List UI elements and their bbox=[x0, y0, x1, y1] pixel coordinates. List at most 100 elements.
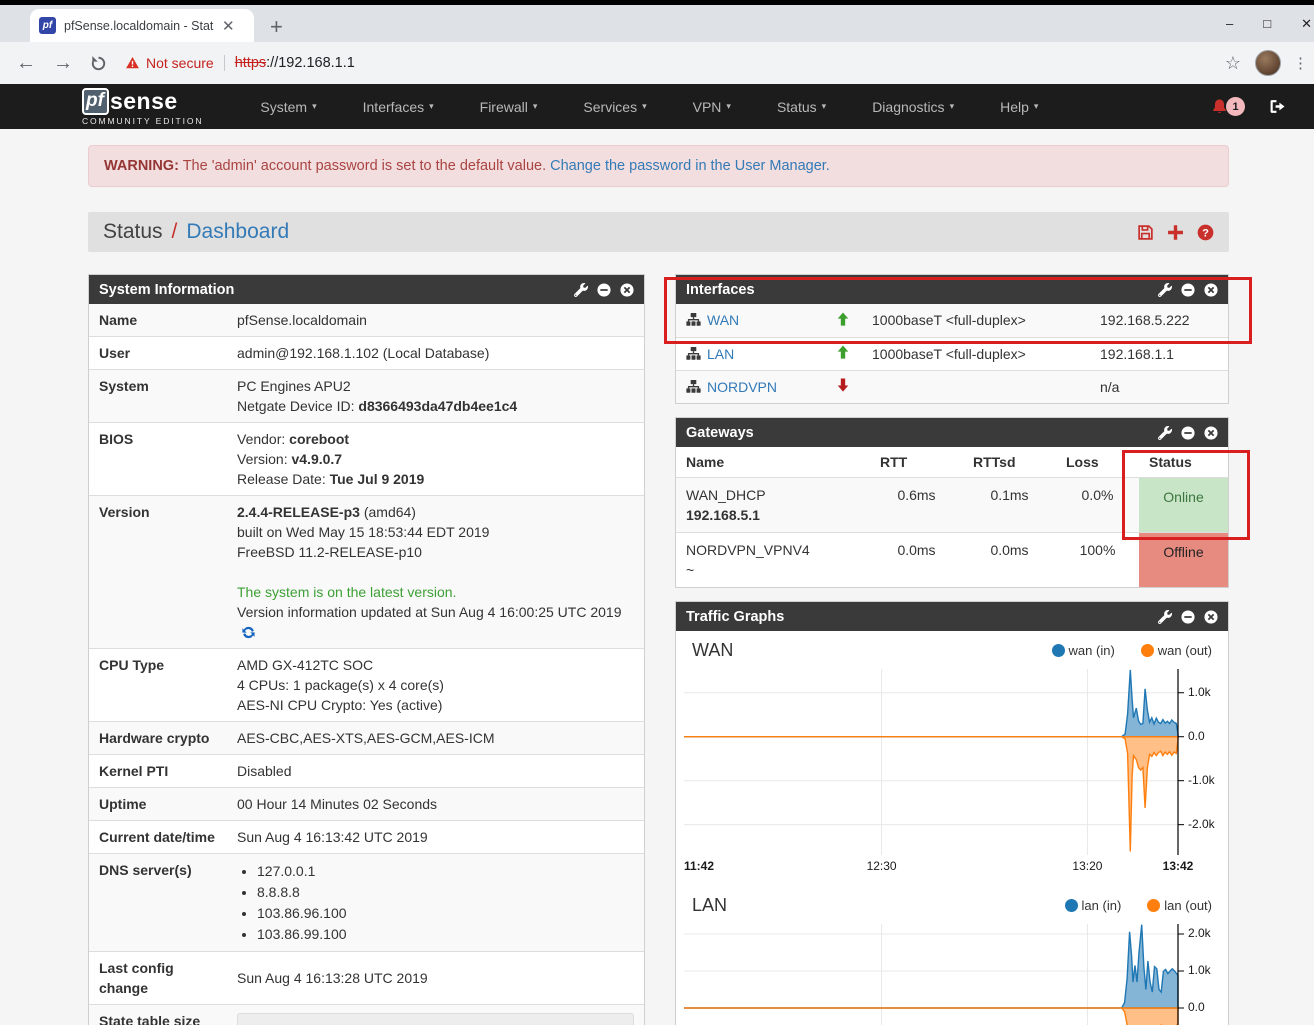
sysinfo-line: Sun Aug 4 16:13:28 UTC 2019 bbox=[237, 968, 634, 988]
sysinfo-label: CPU Type bbox=[99, 657, 165, 673]
sysinfo-label: Name bbox=[99, 312, 138, 328]
interface-link-nordvpn[interactable]: NORDVPN bbox=[707, 378, 778, 395]
wrench-icon[interactable] bbox=[1158, 282, 1172, 297]
breadcrumb-divider: / bbox=[171, 220, 178, 243]
interface-name-cell: WAN bbox=[676, 304, 826, 337]
address-bar[interactable]: Not secure https://192.168.1.1 bbox=[121, 49, 1211, 77]
dns-server-item: 103.86.96.100 bbox=[257, 903, 634, 923]
y-axis-label: 0.0 bbox=[1188, 728, 1205, 743]
x-axis-label: 13:42 bbox=[1162, 859, 1194, 873]
profile-avatar[interactable] bbox=[1255, 50, 1281, 76]
sysinfo-value: AES-CBC,AES-XTS,AES-GCM,AES-ICM bbox=[227, 722, 644, 755]
close-panel-icon[interactable] bbox=[1204, 609, 1218, 624]
gateway-loss-cell: 0.0% bbox=[1081, 487, 1114, 503]
y-axis-label: 0.0 bbox=[1188, 1000, 1205, 1014]
arrow-up-icon bbox=[836, 312, 850, 329]
sysinfo-label: Hardware crypto bbox=[99, 730, 210, 746]
sysinfo-value: 2.4.4-RELEASE-p3 (amd64) built on Wed May… bbox=[227, 496, 644, 649]
sysinfo-bold-text: 2.4.4-RELEASE-p3 bbox=[237, 504, 360, 520]
dns-server-list: 127.0.0.18.8.8.8103.86.96.100103.86.99.1… bbox=[257, 861, 634, 944]
url-text[interactable]: https://192.168.1.1 bbox=[235, 55, 355, 71]
minimize-button[interactable]: – bbox=[1226, 16, 1234, 31]
sysinfo-text: The system is on the latest version. bbox=[237, 584, 457, 600]
close-button[interactable]: ✕ bbox=[1301, 16, 1312, 31]
save-layout-icon[interactable] bbox=[1137, 224, 1154, 241]
panel-title: Interfaces bbox=[686, 281, 755, 298]
x-axis-label: 11:42 bbox=[684, 859, 715, 873]
minimize-panel-icon[interactable] bbox=[597, 282, 611, 297]
nav-item-interfaces[interactable]: Interfaces ▾ bbox=[340, 84, 457, 129]
password-warning-alert: WARNING: The 'admin' account password is… bbox=[88, 145, 1229, 187]
minimize-panel-icon[interactable] bbox=[1181, 282, 1195, 297]
forward-icon[interactable]: → bbox=[53, 52, 73, 74]
breadcrumb: Status / Dashboard ? bbox=[88, 212, 1229, 252]
arrow-down-icon bbox=[836, 378, 850, 395]
sysinfo-label: System bbox=[99, 378, 149, 394]
chevron-down-icon: ▾ bbox=[642, 101, 647, 111]
gateway-name-cell: NORDVPN_VPNV4 ~ bbox=[676, 533, 870, 588]
new-tab-button[interactable]: + bbox=[270, 14, 283, 39]
chevron-down-icon: ▾ bbox=[532, 101, 538, 111]
nav-item-system[interactable]: System ▾ bbox=[237, 84, 339, 129]
refresh-icon[interactable] bbox=[237, 624, 256, 640]
nav-item-firewall[interactable]: Firewall ▾ bbox=[457, 84, 561, 129]
interface-link-lan[interactable]: LAN bbox=[707, 345, 735, 362]
tab-title: pfSense.localdomain - Stat bbox=[64, 18, 214, 33]
not-secure-label[interactable]: Not secure bbox=[146, 55, 214, 71]
bookmark-star-icon[interactable]: ☆ bbox=[1224, 52, 1241, 73]
add-widget-icon[interactable] bbox=[1167, 224, 1184, 241]
nav-item-label: System bbox=[260, 98, 308, 115]
sysinfo-row: Name pfSense.localdomain bbox=[89, 304, 644, 337]
back-icon[interactable]: ← bbox=[16, 52, 36, 74]
notifications-button[interactable]: 1 bbox=[1211, 97, 1245, 116]
legend-item: wan (in) bbox=[1051, 643, 1115, 658]
pfsense-logo[interactable]: pf sense COMMUNITY EDITION bbox=[82, 87, 203, 126]
sysinfo-label: User bbox=[99, 345, 131, 361]
nav-item-label: Firewall bbox=[479, 98, 528, 115]
nav-item-help[interactable]: Help ▾ bbox=[977, 84, 1061, 129]
nav-item-diagnostics[interactable]: Diagnostics ▾ bbox=[849, 84, 977, 129]
sysinfo-line: Release Date: Tue Jul 9 2019 bbox=[237, 469, 634, 489]
minimize-panel-icon[interactable] bbox=[1181, 425, 1195, 440]
gateways-panel: Gateways Name RTT RTTsd Loss Status WAN_DHCP… bbox=[675, 417, 1229, 588]
tab-close-icon[interactable]: ✕ bbox=[222, 17, 235, 35]
lan-traffic-graph: LAN lan (in)lan (out) 2.0k1.0k0.0-1.0k 1… bbox=[684, 891, 1220, 1025]
sysinfo-label: State table size bbox=[99, 1013, 201, 1025]
sysinfo-line: AES-NI CPU Crypto: Yes (active) bbox=[237, 695, 634, 715]
sysinfo-text: Version: bbox=[237, 451, 292, 467]
wrench-icon[interactable] bbox=[574, 282, 588, 297]
sysinfo-value: PC Engines APU2 Netgate Device ID: d83664… bbox=[227, 370, 644, 423]
nav-item-vpn[interactable]: VPN ▾ bbox=[670, 84, 754, 129]
close-panel-icon[interactable] bbox=[1204, 425, 1218, 440]
sysinfo-row: Last config change Sun Aug 4 16:13:28 UTC… bbox=[89, 951, 644, 1005]
chevron-down-icon: ▾ bbox=[949, 101, 955, 111]
interface-media-cell: 1000baseT <full-duplex> bbox=[872, 345, 1026, 362]
sysinfo-value: 127.0.0.18.8.8.8103.86.96.100103.86.99.1… bbox=[227, 854, 644, 952]
sysinfo-line: Vendor: coreboot bbox=[237, 429, 634, 449]
legend-item: lan (out) bbox=[1147, 898, 1212, 913]
browser-tabstrip: pf pfSense.localdomain - Stat ✕ + – □ ✕ bbox=[0, 5, 1314, 42]
browser-menu-icon[interactable]: ⋮ bbox=[1293, 55, 1308, 72]
wrench-icon[interactable] bbox=[1158, 609, 1172, 624]
close-panel-icon[interactable] bbox=[1204, 282, 1218, 297]
nav-item-services[interactable]: Services ▾ bbox=[560, 84, 669, 129]
sysinfo-row: Current date/time Sun Aug 4 16:13:42 UTC … bbox=[89, 820, 644, 854]
reload-icon[interactable] bbox=[90, 55, 107, 72]
change-password-link[interactable]: Change the password in the User Manager. bbox=[550, 158, 830, 174]
sysinfo-bold-text: v4.9.0.7 bbox=[291, 451, 343, 467]
help-icon[interactable]: ? bbox=[1197, 224, 1214, 241]
sysinfo-label: Last config change bbox=[99, 960, 174, 996]
sysinfo-bold-text: d8366493da47db4ee1c4 bbox=[358, 398, 518, 414]
sysinfo-text: AES-CBC,AES-XTS,AES-GCM,AES-ICM bbox=[237, 730, 495, 746]
browser-tab[interactable]: pf pfSense.localdomain - Stat ✕ bbox=[30, 9, 254, 42]
arrow-up-icon bbox=[836, 345, 850, 362]
logout-icon[interactable] bbox=[1269, 98, 1286, 115]
nav-item-status[interactable]: Status ▾ bbox=[754, 84, 849, 129]
maximize-button[interactable]: □ bbox=[1263, 16, 1272, 31]
minimize-panel-icon[interactable] bbox=[1181, 609, 1195, 624]
nav-item-label: Interfaces bbox=[362, 98, 425, 115]
wrench-icon[interactable] bbox=[1158, 425, 1172, 440]
close-panel-icon[interactable] bbox=[620, 282, 634, 297]
breadcrumb-page[interactable]: Dashboard bbox=[186, 220, 290, 243]
interface-link-wan[interactable]: WAN bbox=[707, 312, 740, 329]
